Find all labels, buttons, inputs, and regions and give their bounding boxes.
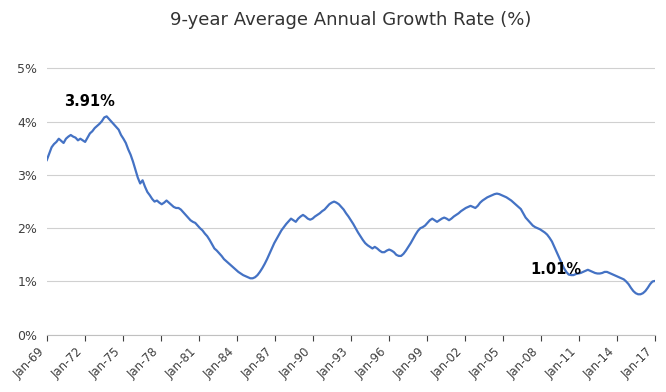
Text: 3.91%: 3.91% xyxy=(63,94,115,109)
Text: 1.01%: 1.01% xyxy=(530,261,581,276)
Title: 9-year Average Annual Growth Rate (%): 9-year Average Annual Growth Rate (%) xyxy=(170,11,531,29)
